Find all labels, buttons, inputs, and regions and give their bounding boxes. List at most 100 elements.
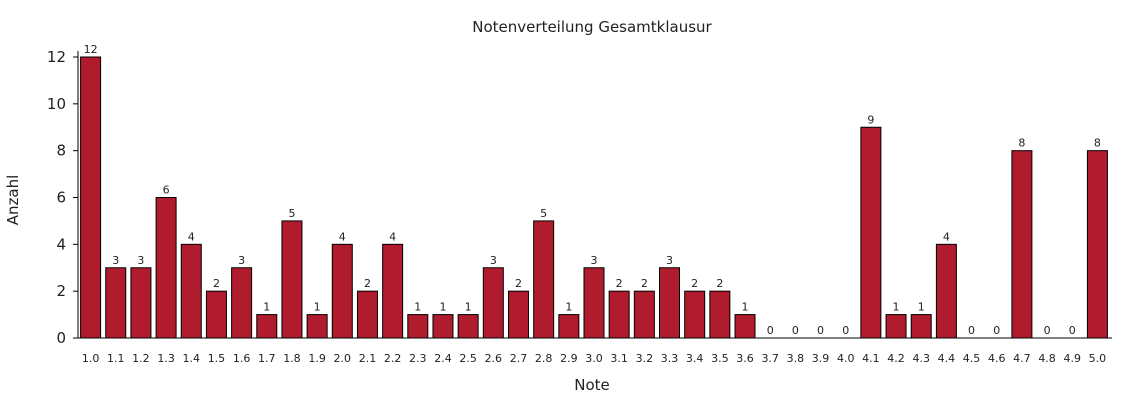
bar xyxy=(457,314,479,339)
bar xyxy=(105,267,127,339)
bar xyxy=(1011,150,1033,339)
x-tick-label: 1.8 xyxy=(283,352,301,365)
data-label: 1 xyxy=(263,301,270,314)
data-label: 0 xyxy=(767,324,774,337)
bar xyxy=(281,220,303,339)
bar xyxy=(306,314,328,339)
bars-group: 12 3 3 6 4 2 3 1 5 1 4 2 4 1 1 1 3 2 5 1 3 2 2 3 2 2 1 0 0 0 0 9 1 1 4 0 0 8 0… xyxy=(80,43,1108,339)
x-tick-label: 4.2 xyxy=(887,352,905,365)
bar xyxy=(155,197,177,339)
x-tick-label: 2.2 xyxy=(384,352,402,365)
bar xyxy=(558,314,580,339)
bar xyxy=(432,314,454,339)
data-label: 1 xyxy=(439,301,446,314)
data-label: 12 xyxy=(84,43,98,56)
bar xyxy=(734,314,756,339)
data-label: 2 xyxy=(716,277,723,290)
x-tick-label: 4.9 xyxy=(1063,352,1081,365)
data-label: 3 xyxy=(238,254,245,267)
data-label: 0 xyxy=(1069,324,1076,337)
x-tick-label: 1.4 xyxy=(183,352,201,365)
bar xyxy=(533,220,555,339)
x-tick-label: 1.0 xyxy=(82,352,100,365)
bar xyxy=(180,243,202,339)
x-tick-label: 4.8 xyxy=(1038,352,1056,365)
x-tick-label: 2.4 xyxy=(434,352,452,365)
x-tick-label: 3.1 xyxy=(610,352,628,365)
x-tick-label: 3.4 xyxy=(686,352,704,365)
x-tick-label: 1.3 xyxy=(157,352,175,365)
data-label: 4 xyxy=(339,230,346,243)
y-tick-label: 4 xyxy=(56,235,66,253)
x-tick-label: 2.6 xyxy=(485,352,503,365)
x-tick-label: 4.7 xyxy=(1013,352,1031,365)
bar xyxy=(231,267,253,339)
data-label: 3 xyxy=(137,254,144,267)
data-label: 9 xyxy=(867,113,874,126)
data-label: 1 xyxy=(893,301,900,314)
data-label: 3 xyxy=(666,254,673,267)
bar xyxy=(633,290,655,339)
data-label: 3 xyxy=(490,254,497,267)
bar xyxy=(482,267,504,339)
x-tick-label: 4.6 xyxy=(988,352,1006,365)
data-label: 1 xyxy=(414,301,421,314)
bar xyxy=(356,290,378,339)
data-label: 1 xyxy=(565,301,572,314)
bar xyxy=(583,267,605,339)
data-label: 1 xyxy=(314,301,321,314)
x-tick-label: 2.0 xyxy=(334,352,352,365)
y-tick-label: 6 xyxy=(56,189,66,207)
data-label: 1 xyxy=(742,301,749,314)
data-label: 1 xyxy=(465,301,472,314)
bar xyxy=(407,314,429,339)
bar xyxy=(507,290,529,339)
bar xyxy=(256,314,278,339)
x-tick-label: 2.5 xyxy=(459,352,477,365)
data-label: 0 xyxy=(842,324,849,337)
x-tick-label: 3.0 xyxy=(585,352,603,365)
data-label: 1 xyxy=(918,301,925,314)
x-tick-label: 2.9 xyxy=(560,352,578,365)
bar xyxy=(130,267,152,339)
bar xyxy=(935,243,957,339)
data-label: 0 xyxy=(792,324,799,337)
x-tick-label: 4.1 xyxy=(862,352,880,365)
x-tick-label: 4.0 xyxy=(837,352,855,365)
x-tick-label: 4.3 xyxy=(912,352,930,365)
y-tick-label: 8 xyxy=(56,142,66,160)
x-tick-label: 1.7 xyxy=(258,352,276,365)
data-label: 8 xyxy=(1018,137,1025,150)
data-label: 6 xyxy=(163,184,170,197)
x-axis: 1.0 1.1 1.2 1.3 1.4 1.5 1.6 1.7 1.8 1.9 2.0 2.1 2.2 2… xyxy=(78,337,1112,365)
data-label: 0 xyxy=(993,324,1000,337)
x-tick-label: 1.5 xyxy=(208,352,226,365)
chart-title: Notenverteilung Gesamtklausur xyxy=(472,18,712,36)
x-tick-label: 2.1 xyxy=(359,352,377,365)
bar xyxy=(910,314,932,339)
data-label: 5 xyxy=(288,207,295,220)
data-label: 8 xyxy=(1094,137,1101,150)
bar xyxy=(860,126,882,339)
bar xyxy=(331,243,353,339)
data-label: 4 xyxy=(943,230,950,243)
x-tick-label: 3.9 xyxy=(812,352,830,365)
data-label: 5 xyxy=(540,207,547,220)
data-label: 3 xyxy=(591,254,598,267)
x-tick-label: 4.5 xyxy=(963,352,981,365)
data-label: 4 xyxy=(389,230,396,243)
data-label: 2 xyxy=(213,277,220,290)
x-tick-label: 3.2 xyxy=(636,352,654,365)
x-tick-label: 5.0 xyxy=(1089,352,1107,365)
data-label: 2 xyxy=(515,277,522,290)
x-tick-label: 3.8 xyxy=(787,352,805,365)
data-label: 2 xyxy=(616,277,623,290)
x-tick-label: 3.5 xyxy=(711,352,729,365)
y-tick-label: 2 xyxy=(56,282,66,300)
x-tick-label: 1.2 xyxy=(132,352,150,365)
data-label: 3 xyxy=(112,254,119,267)
x-tick-label: 2.7 xyxy=(510,352,528,365)
x-tick-label: 2.8 xyxy=(535,352,553,365)
bar xyxy=(1086,150,1108,339)
